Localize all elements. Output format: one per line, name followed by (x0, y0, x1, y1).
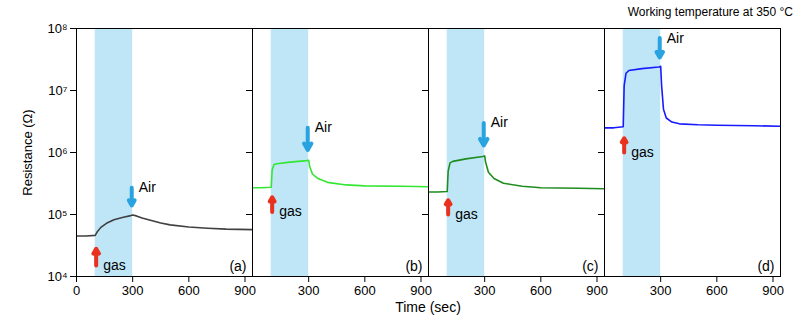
svg-text:gas: gas (279, 203, 302, 219)
svg-text:10⁵: 10⁵ (48, 207, 68, 222)
svg-text:10⁷: 10⁷ (48, 83, 67, 98)
svg-text:10⁴: 10⁴ (47, 269, 67, 284)
svg-text:10⁸: 10⁸ (48, 21, 68, 36)
svg-text:600: 600 (530, 283, 552, 298)
svg-text:600: 600 (706, 283, 728, 298)
svg-text:600: 600 (178, 283, 200, 298)
svg-text:300: 300 (122, 283, 144, 298)
svg-text:(a): (a) (229, 258, 246, 274)
svg-text:900: 900 (410, 283, 432, 298)
html-text:Working temperature at 350 °C: Working temperature at 350 °C (627, 5, 793, 19)
svg-text:Air: Air (667, 30, 684, 46)
svg-text:gas: gas (103, 257, 126, 273)
svg-text:0: 0 (73, 283, 80, 298)
svg-text:900: 900 (234, 283, 256, 298)
svg-text:(b): (b) (405, 258, 422, 274)
svg-text:900: 900 (586, 283, 608, 298)
svg-text:Resistance (Ω): Resistance (Ω) (20, 109, 35, 195)
svg-text:300: 300 (474, 283, 496, 298)
svg-text:Air: Air (491, 114, 508, 130)
svg-text:Air: Air (139, 179, 156, 195)
html-text:Time (sec): Time (sec) (395, 299, 461, 315)
svg-text:300: 300 (298, 283, 320, 298)
svg-text:gas: gas (455, 206, 478, 222)
svg-text:10⁶: 10⁶ (48, 145, 68, 160)
svg-text:Air: Air (315, 119, 332, 135)
svg-text:(d): (d) (757, 258, 774, 274)
svg-text:600: 600 (354, 283, 376, 298)
svg-text:gas: gas (631, 144, 654, 160)
svg-text:(c): (c) (582, 258, 598, 274)
svg-text:300: 300 (650, 283, 672, 298)
svg-text:900: 900 (762, 283, 784, 298)
